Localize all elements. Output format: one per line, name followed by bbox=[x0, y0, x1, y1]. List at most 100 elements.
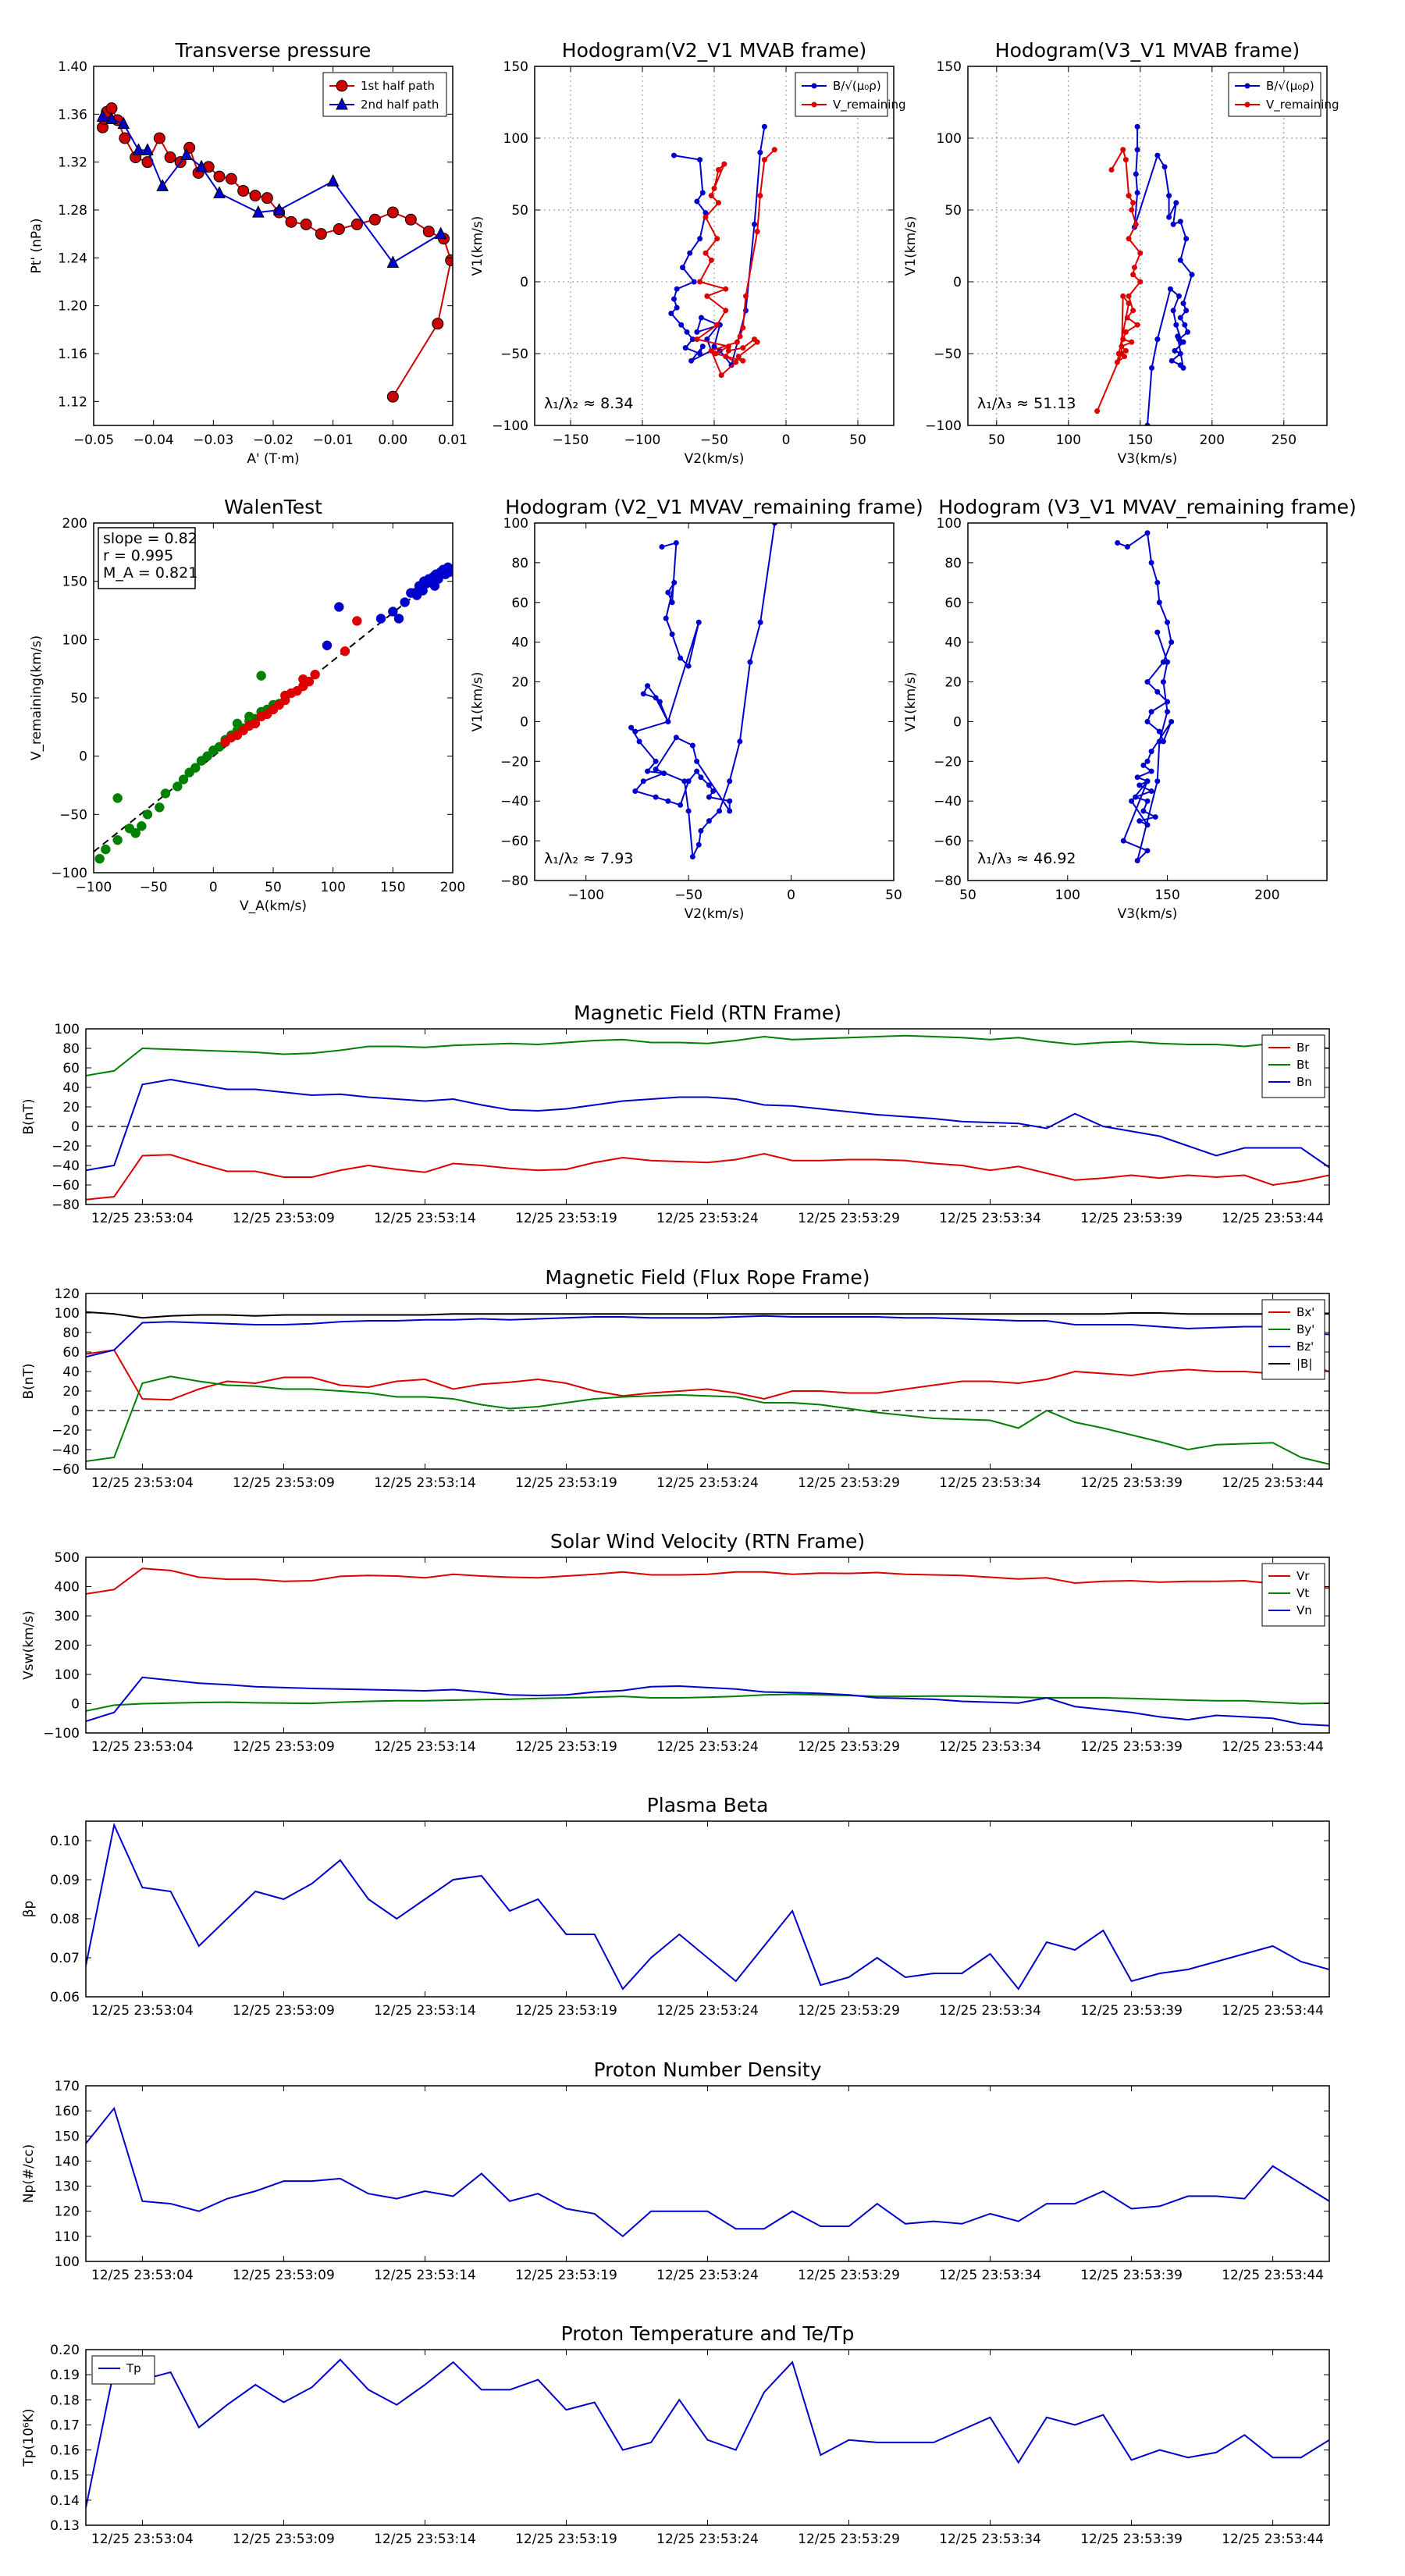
data-point bbox=[173, 781, 183, 792]
x-tick-label: 12/25 23:53:09 bbox=[233, 2003, 335, 2019]
data-point bbox=[1148, 560, 1154, 566]
y-tick-label: −60 bbox=[934, 834, 962, 849]
data-point bbox=[1140, 808, 1147, 814]
x-axis-label: V3(km/s) bbox=[1118, 906, 1178, 922]
legend-label: 2nd half path bbox=[361, 98, 439, 112]
data-point bbox=[1185, 329, 1191, 335]
y-tick-label: 200 bbox=[55, 1638, 80, 1654]
y-tick-label: 110 bbox=[55, 2229, 80, 2245]
data-point bbox=[1115, 539, 1121, 546]
data-point bbox=[702, 250, 709, 256]
data-point bbox=[1183, 308, 1190, 314]
y-axis: −80 −60 −40 −20 0 20 40 60 80 100 V1(km/s) bbox=[470, 516, 894, 889]
legend: Tp bbox=[91, 2355, 155, 2385]
chart-hodo3: Hodogram (V2_V1 MVAV_remaining frame)−80… bbox=[470, 496, 923, 922]
legend-marker bbox=[336, 97, 348, 110]
data-point bbox=[628, 724, 635, 731]
x-tick-label: 12/25 23:53:39 bbox=[1080, 1211, 1183, 1226]
stats-line: slope = 0.82 bbox=[103, 530, 197, 547]
data-point bbox=[1154, 688, 1161, 695]
data-point bbox=[1160, 679, 1166, 685]
series-line bbox=[86, 1375, 1329, 1465]
data-point bbox=[752, 221, 758, 227]
legend: 1st half path 2nd half path bbox=[322, 72, 447, 117]
data-point bbox=[1129, 207, 1135, 213]
y-tick-label: 20 bbox=[944, 675, 962, 691]
data-point bbox=[393, 614, 404, 624]
y-tick-label: 50 bbox=[944, 203, 962, 219]
data-point bbox=[326, 174, 340, 187]
y-tick-label: 1.24 bbox=[58, 251, 87, 266]
x-tick-label: 12/25 23:53:19 bbox=[515, 2268, 617, 2283]
x-tick-label: −100 bbox=[76, 880, 112, 895]
data-point bbox=[699, 343, 706, 350]
data-point bbox=[386, 390, 399, 403]
data-point bbox=[714, 322, 720, 328]
x-tick-label: 12/25 23:53:39 bbox=[1080, 1475, 1183, 1491]
y-axis-label: Tp(10⁶K) bbox=[21, 2408, 37, 2467]
data-point bbox=[668, 310, 674, 316]
data-point bbox=[386, 255, 400, 268]
x-tick-label: 12/25 23:53:14 bbox=[374, 1211, 476, 1226]
data-point bbox=[747, 659, 753, 665]
x-tick-label: 12/25 23:53:09 bbox=[233, 2532, 335, 2547]
y-tick-label: 0 bbox=[953, 714, 962, 730]
x-tick-label: 12/25 23:53:34 bbox=[939, 1211, 1041, 1226]
data-point bbox=[706, 782, 712, 788]
data-point bbox=[740, 345, 746, 351]
y-tick-label: −60 bbox=[52, 1462, 80, 1478]
data-point bbox=[697, 236, 703, 242]
data-point bbox=[673, 735, 679, 741]
data-point bbox=[1168, 718, 1175, 724]
data-point bbox=[742, 293, 749, 299]
data-point bbox=[1133, 794, 1139, 800]
y-tick-label: 1.36 bbox=[58, 107, 87, 123]
series--b- bbox=[86, 1311, 1329, 1319]
series-np bbox=[86, 2106, 1329, 2238]
data-point bbox=[684, 329, 690, 335]
y-axis: −100 −50 0 50 100 150 200 V_remaining(km/s) bbox=[29, 516, 453, 881]
data-point bbox=[721, 161, 727, 167]
data-point bbox=[663, 615, 669, 621]
x-tick-label: 150 bbox=[380, 880, 405, 895]
x-axis: −150 −100 −50 0 50 V2(km/s) bbox=[553, 66, 866, 467]
y-tick-label: 40 bbox=[511, 635, 528, 651]
series-bn bbox=[86, 1078, 1329, 1172]
data-point bbox=[713, 350, 719, 357]
x-tick-label: 50 bbox=[988, 432, 1005, 448]
x-tick-label: 12/25 23:53:34 bbox=[939, 1739, 1041, 1755]
data-point bbox=[697, 350, 703, 357]
x-tick-label: 200 bbox=[440, 880, 465, 895]
y-tick-label: 0 bbox=[71, 1119, 80, 1135]
legend-label: V_remaining bbox=[1266, 98, 1339, 112]
data-point bbox=[685, 808, 692, 814]
y-tick-label: 1.28 bbox=[58, 203, 87, 219]
y-tick-label: 150 bbox=[503, 59, 528, 75]
data-point bbox=[1122, 347, 1129, 354]
data-point bbox=[1129, 339, 1135, 345]
data-point bbox=[400, 597, 410, 607]
x-tick-label: 200 bbox=[1254, 888, 1279, 903]
data-point bbox=[1130, 200, 1136, 206]
plot-area bbox=[94, 66, 453, 425]
data-point bbox=[1160, 659, 1166, 665]
chart-hodo2: Hodogram(V3_V1 MVAB frame) −100 −50 0 50 100 1… bbox=[903, 39, 1339, 467]
data-point bbox=[1152, 814, 1158, 820]
data-point bbox=[1156, 738, 1162, 745]
x-axis: 12/25 23:53:04 12/25 23:53:09 12/25 23:53:… bbox=[91, 1029, 1324, 1226]
y-tick-label: 1.20 bbox=[58, 299, 87, 315]
eigen-ratio-annotation: λ₁/λ₃ ≈ 51.13 bbox=[977, 395, 1076, 412]
data-point bbox=[699, 190, 706, 196]
x-tick-label: 100 bbox=[1055, 888, 1080, 903]
y-tick-label: 1.40 bbox=[58, 59, 87, 75]
data-point bbox=[740, 358, 746, 364]
legend-box bbox=[795, 72, 888, 117]
data-point bbox=[213, 186, 226, 199]
data-point bbox=[1168, 639, 1175, 646]
stats-frame bbox=[98, 527, 196, 589]
x-tick-label: 12/25 23:53:44 bbox=[1222, 2532, 1324, 2547]
series-bz- bbox=[86, 1315, 1329, 1358]
y-tick-label: 100 bbox=[55, 2254, 80, 2270]
